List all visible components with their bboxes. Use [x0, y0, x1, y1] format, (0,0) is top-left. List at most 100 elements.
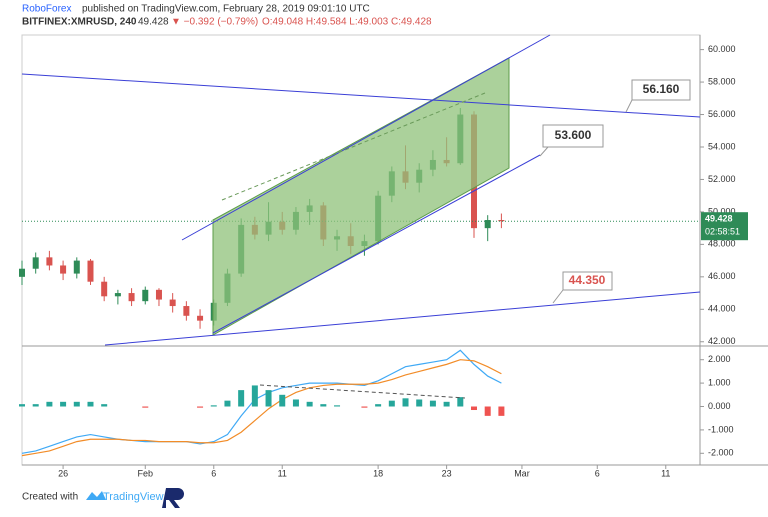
y-tick-label: 50.000 — [708, 206, 736, 216]
macd-line — [21, 359, 502, 457]
macd-histogram-bar — [19, 404, 25, 407]
macd-histogram-bar — [197, 406, 204, 408]
x-tick-label: 6 — [211, 468, 216, 478]
publisher[interactable]: RoboForex — [22, 4, 71, 15]
candle-body — [128, 293, 135, 302]
label-pointer — [552, 289, 564, 304]
macd-histogram-bar — [101, 404, 108, 407]
x-tick-label: 11 — [278, 468, 287, 478]
candle-body — [46, 257, 53, 266]
annotation-box[interactable] — [562, 271, 613, 291]
macd-dashed-trend[interactable] — [259, 384, 466, 399]
y-tick-label: 48.000 — [708, 239, 736, 249]
macd-histogram-bar — [361, 406, 368, 408]
price-label: 49.428 — [705, 214, 733, 224]
channel-lower[interactable] — [212, 154, 541, 334]
y-tick-label: 44.000 — [708, 304, 736, 314]
ohlc: O:49.048 H:49.584 L:49.003 C:49.428 — [262, 17, 432, 28]
roboforex-logo — [162, 488, 184, 508]
macd-line — [21, 349, 502, 454]
macd-histogram-bar — [443, 401, 450, 407]
macd-histogram-bar — [251, 385, 258, 407]
macd-histogram-bar — [388, 400, 395, 407]
candle-body — [169, 299, 176, 307]
y-tick-label: 2.000 — [708, 354, 731, 364]
candle-body — [60, 265, 67, 274]
annotation-box[interactable] — [542, 124, 604, 148]
y-tick-label: 42.000 — [708, 336, 736, 346]
x-tick-label: Feb — [138, 468, 154, 478]
annotation-label: 56.160 — [643, 82, 680, 96]
candle-body — [73, 260, 80, 274]
footer-brand[interactable]: TradingView — [103, 491, 164, 503]
macd-histogram-bar — [87, 401, 94, 407]
macd-histogram-bar — [320, 404, 327, 407]
candle-body — [114, 293, 121, 297]
candle-body — [32, 257, 39, 269]
y-tick-label: 60.000 — [708, 44, 736, 54]
candle-body — [142, 289, 149, 302]
macd-histogram-bar — [60, 401, 67, 407]
x-tick-label: 18 — [373, 468, 383, 478]
x-tick-label: Mar — [514, 468, 530, 478]
channel-upper[interactable] — [181, 34, 551, 241]
macd-histogram-bar — [224, 400, 231, 407]
candle-body — [101, 281, 108, 297]
macd-histogram-bar — [457, 397, 464, 407]
macd-histogram-bar — [429, 400, 436, 407]
candle-body — [155, 289, 162, 300]
macd-histogram-bar — [265, 390, 272, 407]
macd-histogram-bar — [238, 390, 245, 407]
x-tick-label: 6 — [595, 468, 600, 478]
candle-body — [87, 260, 94, 282]
label-pointer — [625, 99, 633, 113]
label-pointer — [539, 146, 549, 157]
channel-fill[interactable] — [212, 57, 510, 336]
candle-body — [197, 315, 204, 321]
countdown-label: 02:58:51 — [705, 227, 740, 237]
tv-logo — [86, 491, 106, 500]
macd-histogram-bar — [498, 406, 505, 416]
published: published on TradingView.com, February 2… — [82, 4, 370, 15]
annotation-box[interactable] — [631, 79, 691, 101]
macd-histogram-bar — [210, 405, 217, 407]
macd-histogram-bar — [471, 406, 477, 411]
resistance-line[interactable] — [21, 73, 701, 118]
macd-histogram-bar — [484, 406, 491, 416]
macd-histogram-bar — [292, 399, 299, 407]
y-tick-label: 52.000 — [708, 174, 736, 184]
candle-body — [484, 220, 491, 229]
macd-histogram-bar — [32, 404, 39, 407]
macd-histogram-bar — [402, 398, 409, 407]
candle-body — [498, 220, 505, 222]
annotation-label: 53.600 — [555, 128, 592, 142]
footer-created: Created with — [22, 492, 78, 503]
y-tick-label: 1.000 — [708, 377, 731, 387]
price-label-box — [701, 212, 748, 241]
y-tick-label: 58.000 — [708, 76, 736, 86]
dashed-trend[interactable] — [221, 92, 486, 201]
change: ▼ −0.392 (−0.79%) — [171, 17, 258, 28]
annotation-label: 44.350 — [569, 273, 606, 287]
support-line[interactable] — [104, 291, 701, 346]
y-tick-label: 56.000 — [708, 109, 736, 119]
x-tick-label: 23 — [442, 468, 452, 478]
macd-histogram-bar — [46, 401, 53, 407]
candle-body — [19, 268, 25, 277]
macd-histogram-bar — [334, 405, 341, 407]
macd-histogram-bar — [416, 399, 423, 407]
y-tick-label: -2.000 — [708, 448, 734, 458]
y-tick-label: 54.000 — [708, 141, 736, 151]
x-tick-label: 11 — [661, 468, 670, 478]
macd-histogram-bar — [306, 401, 313, 407]
y-tick-label: 0.000 — [708, 401, 731, 411]
y-tick-label: 46.000 — [708, 271, 736, 281]
symbol: BITFINEX:XMRUSD, 240 — [22, 17, 137, 28]
macd-histogram-bar — [279, 394, 286, 407]
macd-histogram-bar — [73, 401, 80, 407]
macd-histogram-bar — [375, 404, 382, 407]
y-tick-label: -1.000 — [708, 424, 734, 434]
macd-histogram-bar — [142, 406, 149, 408]
